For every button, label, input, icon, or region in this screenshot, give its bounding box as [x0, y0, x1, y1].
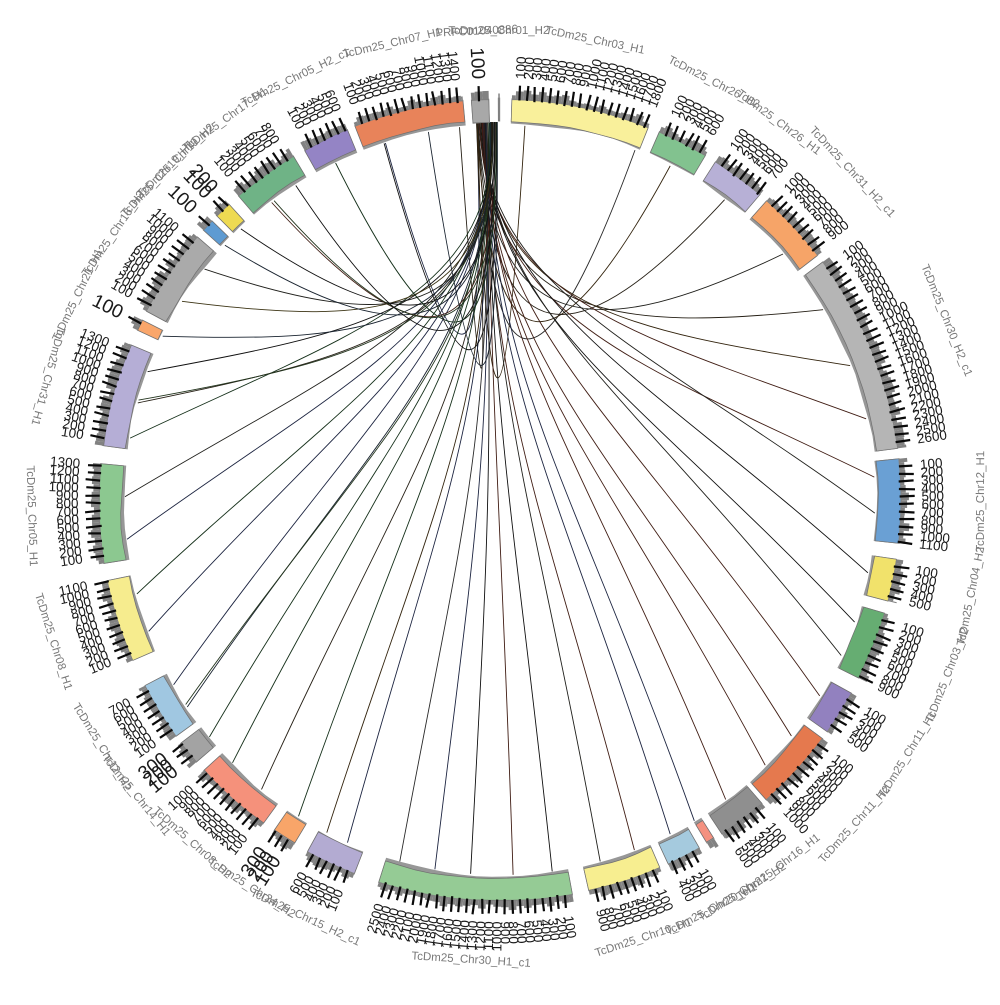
svg-text:TcDm25_Chr12_H1: TcDm25_Chr12_H1 [975, 451, 987, 552]
svg-text:1400: 1400 [445, 50, 463, 81]
svg-text:1300: 1300 [50, 454, 81, 472]
svg-text:TcDm25_Chr01_H2: TcDm25_Chr01_H2 [448, 25, 549, 37]
svg-text:1100: 1100 [918, 536, 948, 554]
svg-text:100: 100 [466, 47, 489, 80]
